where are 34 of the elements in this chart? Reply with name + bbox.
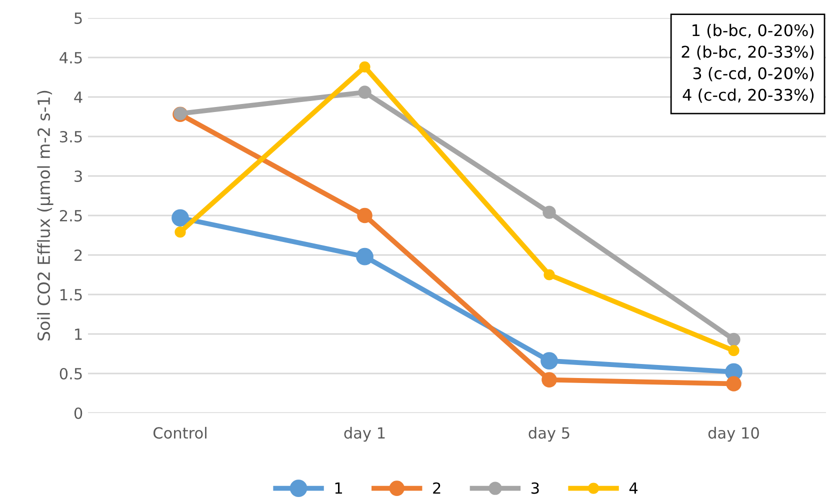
y-tick-label: 4 bbox=[74, 92, 82, 103]
y-tick-label: 0.5 bbox=[60, 368, 82, 380]
annotation: 1 (b-bc, 0-20%) 2 (b-bc, 20-33%) 3 (c-cd, 0-20%) 4 (c-cd, 20-33%) bbox=[682, 24, 814, 103]
y-tick-label: 3 bbox=[74, 170, 82, 182]
legend-label: 2 bbox=[433, 482, 440, 494]
y-axis-title: Soil CO2 Efflux (µmol m-2 s-1) bbox=[37, 90, 54, 340]
y-tick-label: 2.5 bbox=[60, 210, 82, 222]
y-tick-label: 1 bbox=[75, 328, 82, 340]
legend-label: 3 bbox=[532, 482, 539, 494]
y-tick-label: 2 bbox=[74, 249, 82, 261]
legend-label: 4 bbox=[629, 482, 638, 494]
x-tick-label: day 5 bbox=[528, 426, 570, 442]
y-tick-label: 1.5 bbox=[60, 289, 82, 301]
legend-label: 1 bbox=[335, 482, 342, 494]
point bbox=[172, 209, 189, 227]
y-tick-label: 5 bbox=[74, 12, 82, 24]
point bbox=[540, 352, 558, 370]
x-tick-label: day 1 bbox=[344, 426, 385, 442]
x-tick-label: day 10 bbox=[708, 426, 759, 442]
point bbox=[542, 372, 557, 388]
point bbox=[544, 269, 555, 280]
point bbox=[359, 61, 370, 73]
point bbox=[728, 345, 740, 356]
y-tick-label: 0 bbox=[74, 407, 82, 420]
y-tick-label: 3.5 bbox=[60, 130, 82, 143]
x-tick-label: Control bbox=[154, 426, 206, 439]
point bbox=[357, 208, 372, 224]
point bbox=[356, 248, 374, 266]
point bbox=[358, 86, 372, 99]
point bbox=[727, 332, 740, 346]
point bbox=[542, 206, 556, 219]
point bbox=[726, 376, 742, 392]
point bbox=[174, 226, 186, 238]
y-tick-label: 4.5 bbox=[60, 52, 82, 64]
